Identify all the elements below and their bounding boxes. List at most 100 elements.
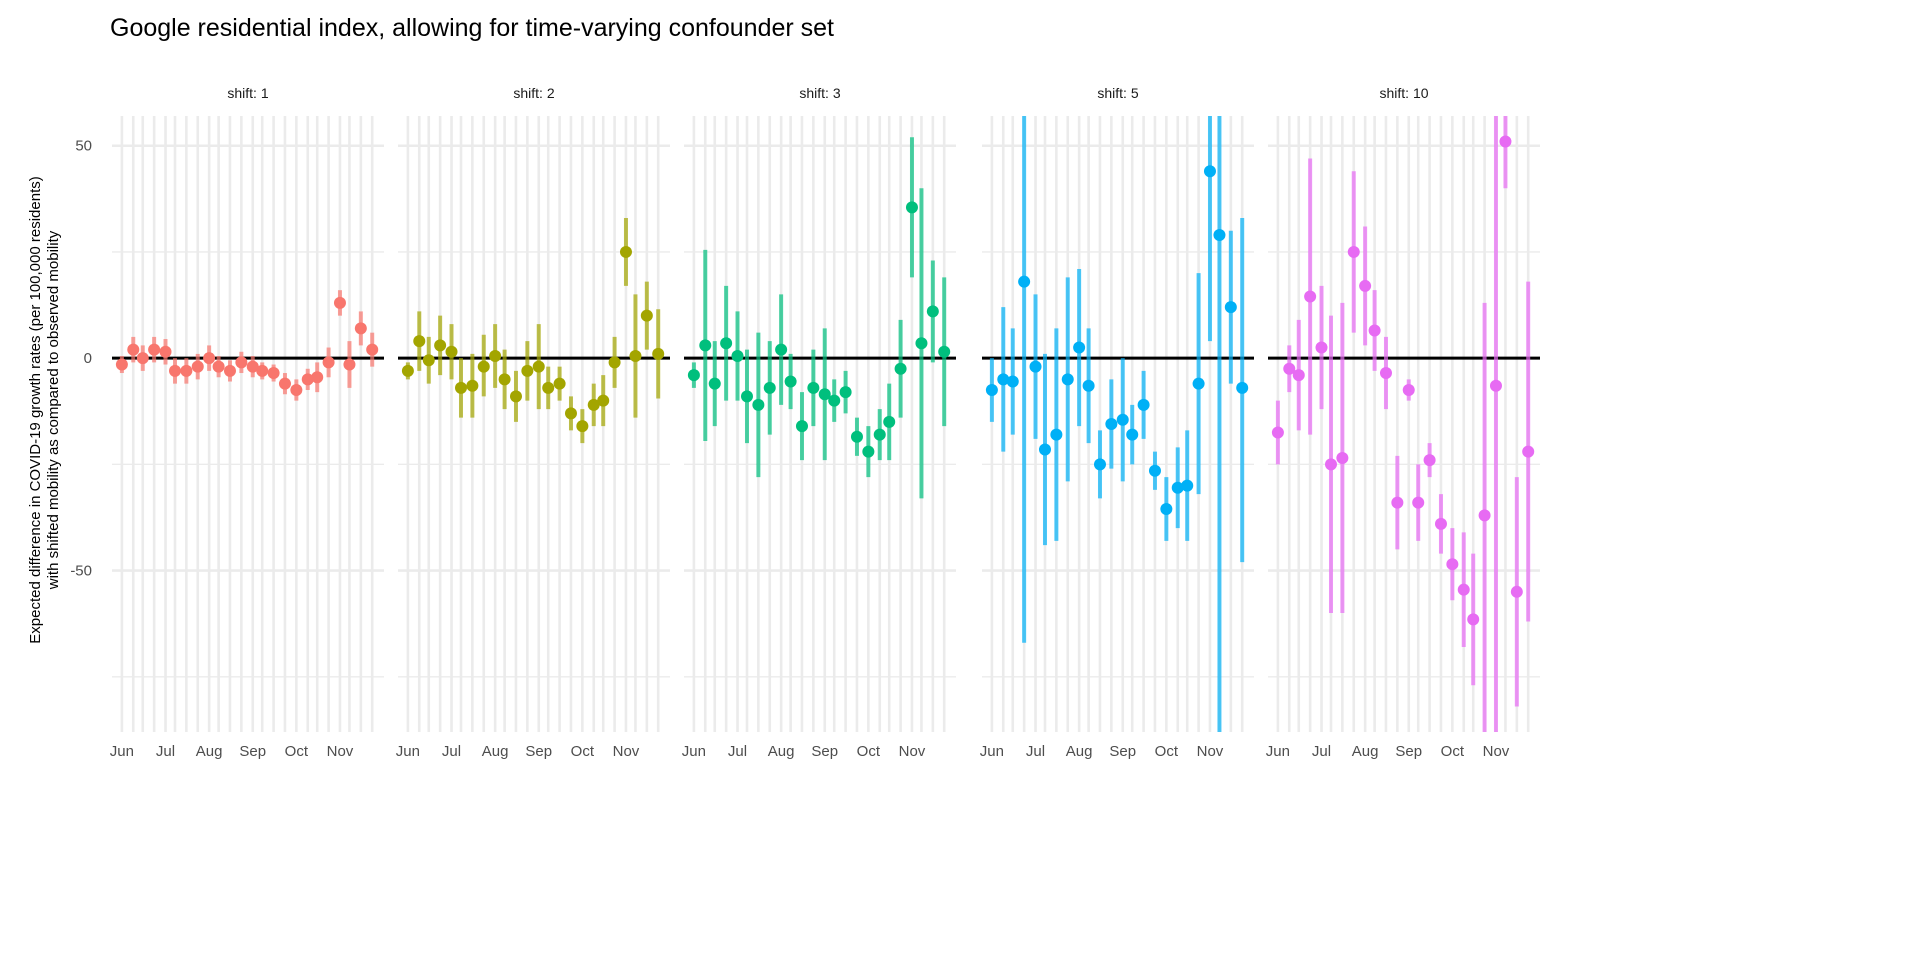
facet-panel: shift: 1 Jun Jul Aug Sep Oct Nov — [110, 85, 384, 760]
data-point — [168, 364, 181, 377]
data-point — [466, 379, 479, 392]
data-point — [1304, 290, 1317, 303]
data-point — [1412, 496, 1425, 509]
facet-label: shift: 2 — [513, 85, 554, 101]
data-point — [180, 364, 193, 377]
x-tick-label: Jun — [396, 743, 420, 760]
data-point — [311, 371, 324, 384]
data-point — [731, 350, 744, 363]
data-point — [290, 384, 303, 397]
data-point — [256, 364, 269, 377]
data-point — [553, 377, 566, 390]
x-tick-label: Jul — [1026, 743, 1045, 760]
x-tick-label: Oct — [857, 743, 881, 760]
data-point — [1203, 165, 1216, 178]
data-point — [839, 386, 852, 399]
data-point — [894, 362, 907, 375]
data-point — [926, 305, 939, 318]
data-point — [354, 322, 367, 335]
data-point — [301, 373, 314, 386]
data-point — [333, 296, 346, 309]
data-point — [1423, 454, 1436, 467]
data-point — [454, 381, 467, 394]
facet-panel: shift: 5 Jun Jul Aug Sep Oct Nov — [980, 85, 1254, 760]
data-point — [576, 420, 589, 433]
data-point — [489, 350, 502, 363]
data-point — [136, 352, 149, 365]
facet-panels: shift: 1 Jun Jul Aug Sep Oct Nov shift: 2 Jun Jul… — [110, 85, 1540, 760]
data-point — [1283, 362, 1296, 375]
data-point — [267, 367, 280, 380]
data-point — [322, 356, 335, 369]
x-tick-label: Aug — [768, 743, 795, 760]
data-point — [1336, 451, 1349, 464]
data-point — [1181, 479, 1194, 492]
x-tick-label: Jul — [442, 743, 461, 760]
data-point — [818, 388, 831, 401]
x-tick-label: Jun — [980, 743, 1004, 760]
data-point — [687, 369, 700, 382]
data-point — [629, 350, 642, 363]
x-tick-label: Nov — [1483, 743, 1510, 760]
data-point — [223, 364, 236, 377]
data-point — [212, 360, 225, 373]
x-tick-label: Jul — [156, 743, 175, 760]
data-point — [1467, 613, 1480, 626]
data-point — [795, 420, 808, 433]
data-point — [587, 398, 600, 411]
data-point — [1510, 585, 1523, 598]
data-point — [445, 345, 458, 358]
x-tick-label: Jul — [1312, 743, 1331, 760]
x-tick-label: Sep — [811, 743, 838, 760]
data-point — [997, 373, 1010, 386]
facet-panel: shift: 2 Jun Jul Aug Sep Oct Nov — [396, 85, 670, 760]
data-point — [720, 337, 733, 350]
data-point — [127, 343, 140, 356]
y-tick-label: 0 — [84, 350, 92, 367]
data-point — [708, 377, 721, 390]
data-point — [1105, 418, 1118, 430]
data-point — [1379, 367, 1392, 380]
data-point — [1522, 445, 1535, 458]
chart-title: Google residential index, allowing for t… — [110, 14, 834, 42]
data-point — [784, 375, 797, 388]
x-tick-label: Oct — [571, 743, 595, 760]
x-tick-label: Aug — [1066, 743, 1093, 760]
x-tick-label: Jun — [1266, 743, 1290, 760]
x-tick-label: Sep — [525, 743, 552, 760]
x-tick-label: Sep — [1395, 743, 1422, 760]
data-point — [1093, 458, 1106, 471]
x-tick-label: Jun — [110, 743, 134, 760]
data-point — [521, 364, 534, 377]
data-point — [246, 360, 259, 373]
x-tick-label: Oct — [1155, 743, 1179, 760]
data-point — [1061, 373, 1074, 386]
y-axis-label: Expected difference in COVID-19 growth r… — [27, 176, 62, 643]
data-point — [699, 339, 712, 352]
data-point — [1224, 301, 1237, 314]
data-point — [278, 377, 291, 390]
data-point — [401, 364, 414, 377]
x-tick-label: Sep — [1109, 743, 1136, 760]
data-point — [366, 343, 379, 356]
data-point — [413, 335, 426, 348]
data-point — [148, 343, 161, 356]
data-point — [850, 430, 863, 443]
x-tick-label: Jul — [728, 743, 747, 760]
data-point — [1292, 369, 1305, 382]
facet-label: shift: 5 — [1097, 85, 1138, 101]
data-point — [1446, 558, 1459, 571]
data-point — [1018, 275, 1031, 288]
data-point — [828, 394, 841, 407]
data-point — [652, 347, 665, 360]
data-point — [905, 201, 918, 214]
data-point — [1116, 413, 1129, 426]
x-tick-label: Nov — [613, 743, 640, 760]
data-point — [1434, 517, 1447, 530]
data-point — [1148, 464, 1161, 477]
x-tick-label: Oct — [285, 743, 309, 760]
data-point — [115, 358, 128, 371]
x-tick-label: Nov — [1197, 743, 1224, 760]
data-point — [434, 339, 447, 352]
facet-label: shift: 3 — [799, 85, 840, 101]
